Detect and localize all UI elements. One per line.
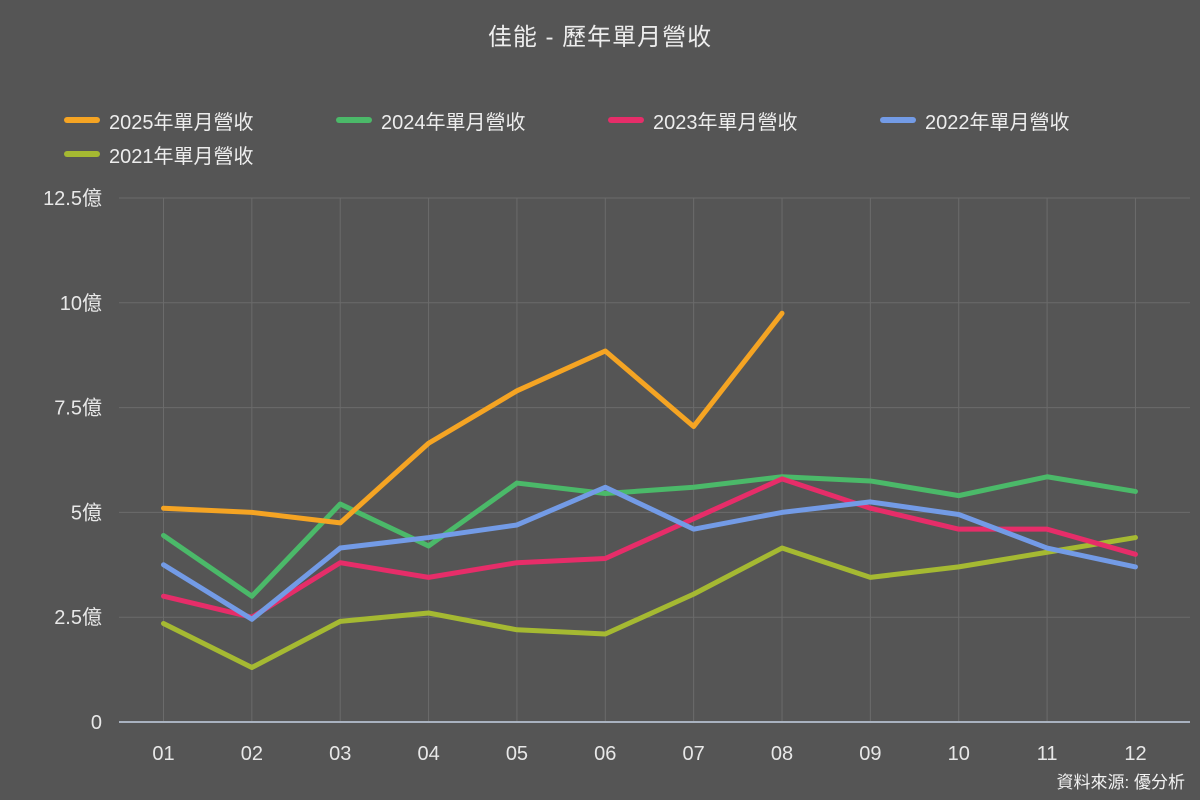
legend-item-2024[interactable]: 2024年單月營收: [336, 103, 608, 137]
data-source-note: 資料來源: 優分析: [1056, 773, 1185, 792]
legend-item-2023[interactable]: 2023年單月營收: [608, 103, 880, 137]
x-tick-label: 08: [771, 743, 793, 765]
legend-label: 2023年單月營收: [653, 111, 798, 134]
y-tick-label: 2.5億: [54, 606, 102, 629]
x-tick-label: 02: [241, 743, 263, 765]
x-tick-label: 03: [329, 743, 351, 765]
y-tick-label: 12.5億: [43, 187, 102, 210]
legend-swatch-icon: [64, 117, 100, 123]
x-tick-label: 07: [683, 743, 705, 765]
series-line-2025[interactable]: [161, 310, 785, 526]
legend-swatch-icon: [608, 117, 644, 123]
chart-title: 佳能 - 歷年單月營收: [487, 24, 713, 51]
legend-item-2022[interactable]: 2022年單月營收: [880, 103, 1152, 137]
series-line-2022[interactable]: [161, 484, 1138, 622]
x-tick-label: 06: [594, 743, 616, 765]
x-tick-label: 11: [1037, 743, 1058, 765]
y-tick-label: 7.5億: [54, 397, 102, 420]
legend-swatch-icon: [336, 117, 372, 123]
x-tick-label: 01: [152, 743, 174, 765]
x-tick-label: 09: [859, 743, 881, 765]
x-tick-label: 10: [948, 743, 970, 765]
legend-label: 2025年單月營收: [109, 111, 254, 134]
y-tick-label: 10億: [60, 292, 102, 315]
y-tick-label: 5億: [71, 501, 102, 524]
y-tick-label: 0: [91, 712, 102, 734]
legend-label: 2024年單月營收: [381, 111, 526, 134]
series-line-2021[interactable]: [161, 535, 1138, 671]
x-tick-label: 04: [417, 743, 439, 765]
series-line-2023[interactable]: [161, 476, 1138, 620]
legend-item-2021[interactable]: 2021年單月營收: [64, 137, 336, 171]
legend-swatch-icon: [880, 117, 916, 123]
x-tick-label: 05: [506, 743, 528, 765]
legend-swatch-icon: [64, 151, 100, 157]
legend-item-2025[interactable]: 2025年單月營收: [64, 103, 336, 137]
legend-label: 2021年單月營收: [109, 145, 254, 168]
legend: 2025年單月營收 2024年單月營收 2023年單月營收 2022年單月營收 2021…: [64, 103, 1189, 171]
legend-label: 2022年單月營收: [925, 111, 1070, 134]
x-tick-label: 12: [1124, 743, 1146, 765]
